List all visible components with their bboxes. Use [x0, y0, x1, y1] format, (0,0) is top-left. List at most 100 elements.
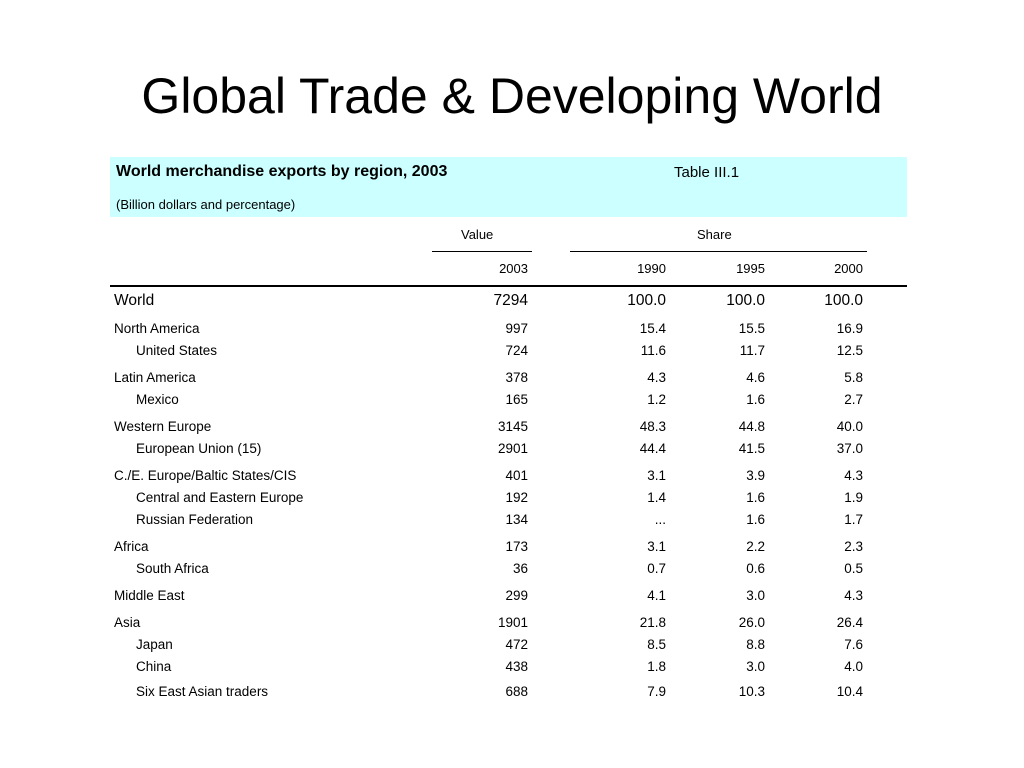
table-row: World 7294 100.0 100.0 100.0	[110, 292, 907, 312]
table-number: Table III.1	[674, 164, 740, 181]
share-rule	[570, 251, 867, 252]
share-1995-cell: 3.0	[746, 588, 765, 603]
value-2003-cell: 472	[505, 637, 528, 652]
share-1990-cell: 7.9	[647, 684, 666, 699]
share-2000-cell: 40.0	[836, 419, 863, 434]
row-label: Asia	[114, 615, 141, 630]
share-1990-cell: 4.3	[647, 370, 666, 385]
share-1990-cell: 8.5	[647, 637, 666, 652]
share-2000-cell: 10.4	[836, 684, 863, 699]
share-2000-cell: 2.3	[844, 539, 863, 554]
share-1995-cell: 0.6	[746, 561, 765, 576]
row-label: World	[114, 292, 155, 309]
share-1995-cell: 10.3	[738, 684, 765, 699]
share-2000-cell: 37.0	[836, 441, 863, 456]
table-title: World merchandise exports by region, 200…	[116, 163, 448, 180]
header-value: Value	[461, 227, 494, 242]
value-2003-cell: 36	[512, 561, 528, 576]
row-label: Middle East	[114, 588, 185, 603]
table-subtitle: (Billion dollars and percentage)	[116, 197, 296, 212]
share-2000-cell: 1.9	[844, 490, 863, 505]
table-row: Latin America 378 4.3 4.6 5.8	[110, 370, 907, 390]
table-row: South Africa 36 0.7 0.6 0.5	[110, 561, 907, 581]
table-row: Middle East 299 4.1 3.0 4.3	[110, 588, 907, 608]
share-2000-cell: 100.0	[824, 292, 863, 309]
share-1990-cell: 0.7	[647, 561, 666, 576]
table-row: Western Europe 3145 48.3 44.8 40.0	[110, 419, 907, 439]
share-1995-cell: 1.6	[746, 392, 765, 407]
value-2003-cell: 165	[505, 392, 528, 407]
share-1990-cell: 3.1	[647, 468, 666, 483]
row-label: Mexico	[136, 392, 179, 407]
slide-title: Global Trade & Developing World	[141, 68, 883, 124]
header-year-1995: 1995	[736, 261, 765, 276]
share-1990-cell: 48.3	[639, 419, 666, 434]
share-2000-cell: 0.5	[844, 561, 863, 576]
share-1990-cell: 15.4	[639, 321, 666, 336]
value-2003-cell: 724	[505, 343, 528, 358]
header-share: Share	[697, 227, 732, 242]
table-row: North America 997 15.4 15.5 16.9	[110, 321, 907, 341]
share-1990-cell: 44.4	[639, 441, 666, 456]
header-year-1990: 1990	[637, 261, 666, 276]
value-2003-cell: 688	[505, 684, 528, 699]
table-row: Six East Asian traders 688 7.9 10.3 10.4	[110, 684, 907, 704]
share-2000-cell: 12.5	[836, 343, 863, 358]
share-1995-cell: 1.6	[746, 490, 765, 505]
share-2000-cell: 7.6	[844, 637, 863, 652]
row-label: European Union (15)	[136, 441, 262, 456]
value-rule	[432, 251, 532, 252]
value-2003-cell: 1901	[497, 615, 528, 630]
row-label: Central and Eastern Europe	[136, 490, 304, 505]
share-2000-cell: 4.0	[844, 659, 863, 674]
table-row: C./E. Europe/Baltic States/CIS 401 3.1 3.9 4…	[110, 468, 907, 488]
share-1995-cell: 44.8	[738, 419, 765, 434]
share-2000-cell: 4.3	[844, 468, 863, 483]
value-2003-cell: 134	[505, 512, 528, 527]
table-row: European Union (15) 2901 44.4 41.5 37.0	[110, 441, 907, 461]
row-label: South Africa	[136, 561, 209, 576]
row-label: United States	[136, 343, 218, 358]
share-1995-cell: 3.9	[746, 468, 765, 483]
share-1995-cell: 26.0	[738, 615, 765, 630]
table-row: Japan 472 8.5 8.8 7.6	[110, 637, 907, 657]
table-row: Africa 173 3.1 2.2 2.3	[110, 539, 907, 559]
value-2003-cell: 173	[505, 539, 528, 554]
header-bottom-rule	[110, 285, 907, 287]
value-2003-cell: 997	[505, 321, 528, 336]
share-2000-cell: 4.3	[844, 588, 863, 603]
share-1995-cell: 15.5	[738, 321, 765, 336]
share-1990-cell: 21.8	[639, 615, 666, 630]
table-row: United States 724 11.6 11.7 12.5	[110, 343, 907, 363]
share-1990-cell: 3.1	[647, 539, 666, 554]
share-1995-cell: 11.7	[739, 343, 765, 358]
share-2000-cell: 26.4	[836, 615, 863, 630]
table-caption-box: World merchandise exports by region, 200…	[110, 157, 907, 217]
table-row: Asia 1901 21.8 26.0 26.4	[110, 615, 907, 635]
row-label: Western Europe	[114, 419, 212, 434]
header-year-2003: 2003	[499, 261, 528, 276]
share-2000-cell: 16.9	[836, 321, 863, 336]
share-1990-cell: 1.4	[647, 490, 666, 505]
share-1995-cell: 4.6	[746, 370, 765, 385]
value-2003-cell: 438	[505, 659, 528, 674]
share-1990-cell: 1.8	[647, 659, 666, 674]
share-1995-cell: 100.0	[726, 292, 765, 309]
value-2003-cell: 7294	[493, 292, 528, 309]
value-2003-cell: 3145	[497, 419, 528, 434]
row-label: Japan	[136, 637, 173, 652]
share-1995-cell: 3.0	[746, 659, 765, 674]
share-1990-cell: 100.0	[627, 292, 666, 309]
value-2003-cell: 401	[505, 468, 528, 483]
share-2000-cell: 1.7	[844, 512, 863, 527]
share-2000-cell: 2.7	[844, 392, 863, 407]
row-label: Six East Asian traders	[136, 684, 269, 699]
share-1995-cell: 41.5	[738, 441, 765, 456]
share-1990-cell: ...	[654, 512, 666, 527]
share-1995-cell: 1.6	[746, 512, 765, 527]
table-row: Mexico 165 1.2 1.6 2.7	[110, 392, 907, 412]
share-1995-cell: 2.2	[746, 539, 765, 554]
table-row: China 438 1.8 3.0 4.0	[110, 659, 907, 679]
value-2003-cell: 299	[505, 588, 528, 603]
value-2003-cell: 2901	[497, 441, 528, 456]
